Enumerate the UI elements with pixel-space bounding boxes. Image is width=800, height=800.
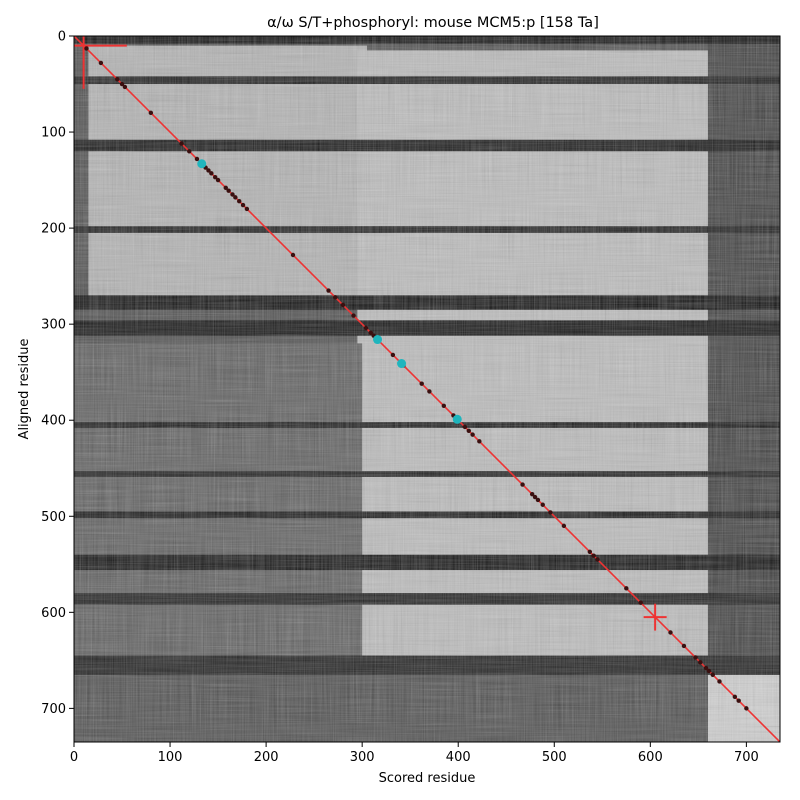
y-tick-label-1: 100 (41, 126, 66, 141)
diagonal-point-45 (548, 510, 553, 515)
diagonal-point-12 (213, 175, 218, 180)
diagonal-point-42 (532, 494, 538, 500)
diagonal-point-18 (237, 199, 242, 204)
diagonal-point-4 (122, 84, 128, 90)
x-axis: 0 100 200 300 400 500 600 700 (70, 742, 759, 765)
diagonal-point-22 (326, 288, 331, 293)
diagonal-point-30 (390, 352, 396, 358)
diagonal-point-37 (466, 428, 471, 433)
diagonal-point-25 (351, 313, 356, 318)
x-tick-label-7: 700 (734, 750, 759, 765)
diagonal-line (74, 36, 780, 742)
diagonal-point-19 (240, 202, 246, 208)
y-axis: 0 100 200 300 400 500 600 700 (41, 30, 74, 717)
plot-area (74, 36, 780, 742)
y-tick-label-0: 0 (58, 30, 66, 45)
diagonal-point-26 (363, 325, 369, 331)
highlight-point-1 (373, 335, 383, 345)
y-tick-label-5: 500 (41, 510, 66, 525)
diagonal-point-36 (462, 424, 468, 430)
x-tick-label-1: 100 (158, 750, 183, 765)
diagonal-point-13 (215, 177, 221, 183)
diagonal-point-39 (477, 439, 482, 444)
diagonal-point-14 (223, 185, 228, 190)
diagonal-point-2 (115, 77, 120, 82)
diagonal-point-6 (179, 141, 184, 146)
diagonal-point-24 (340, 302, 346, 308)
diagonal-point-7 (187, 149, 192, 154)
plot-frame (73, 35, 781, 743)
highlight-point-2 (397, 359, 407, 369)
diagonal-point-44 (540, 502, 545, 507)
diagonal-point-56 (703, 665, 709, 671)
diagonal-point-57 (706, 668, 712, 674)
diagonal-point-46 (561, 523, 567, 529)
diagonal-point-41 (529, 491, 535, 497)
diagonal-point-8 (194, 156, 200, 162)
diagonal-point-48 (591, 553, 596, 558)
x-tick-label-0: 0 (70, 750, 78, 765)
x-tick-label-5: 500 (542, 750, 567, 765)
diagonal-point-47 (587, 549, 593, 555)
x-tick-label-6: 600 (638, 750, 663, 765)
diagonal-point-11 (209, 171, 214, 176)
diagonal-point-38 (470, 432, 475, 437)
diagonal-point-49 (595, 557, 600, 562)
marks-layer (74, 36, 780, 742)
diagonal-point-60 (732, 694, 738, 700)
diagonal-point-33 (427, 389, 432, 394)
diagonal-point-3 (119, 81, 125, 87)
diagonal-point-15 (226, 188, 231, 193)
diagonal-point-21 (290, 252, 296, 258)
y-axis-label: Aligned residue (17, 339, 32, 440)
diagonal-point-23 (333, 295, 338, 300)
diagonal-point-53 (681, 643, 687, 649)
diagonal-point-43 (535, 497, 541, 503)
diagonal-point-10 (206, 168, 211, 173)
diagonal-point-16 (230, 192, 235, 197)
diagonal-point-34 (441, 403, 447, 409)
x-axis-label: Scored residue (379, 771, 476, 786)
diagonal-point-58 (710, 672, 715, 677)
diagonal-point-27 (368, 330, 374, 336)
y-tick-label-6: 600 (41, 606, 66, 621)
diagonal-point-32 (419, 381, 424, 386)
diagonal-point-20 (244, 206, 250, 212)
diagonal-point-1 (98, 60, 104, 66)
highlight-point-3 (452, 414, 462, 424)
diagonal-point-62 (744, 706, 749, 711)
diagonal-point-17 (233, 195, 238, 200)
chart-title: α/ω S/T+phosphoryl: mouse MCM5:p [158 Ta… (267, 15, 599, 31)
diagonal-point-59 (717, 679, 722, 684)
diagonal-point-55 (698, 660, 703, 665)
diagonal-point-50 (624, 586, 629, 591)
diagonal-point-51 (638, 600, 643, 605)
y-tick-label-4: 400 (41, 414, 66, 429)
diagonal-point-5 (148, 110, 154, 116)
diagonal-point-0 (84, 46, 89, 51)
highlight-point-0 (197, 159, 207, 169)
x-tick-label-2: 200 (254, 750, 279, 765)
diagonal-point-61 (736, 698, 741, 703)
x-tick-label-3: 300 (350, 750, 375, 765)
diagonal-point-54 (693, 655, 698, 660)
x-tick-label-4: 400 (446, 750, 471, 765)
y-tick-label-2: 200 (41, 222, 66, 237)
y-tick-label-3: 300 (41, 318, 66, 333)
diagonal-point-52 (668, 630, 673, 635)
y-tick-label-7: 700 (41, 702, 66, 717)
diagonal-point-40 (520, 482, 525, 487)
